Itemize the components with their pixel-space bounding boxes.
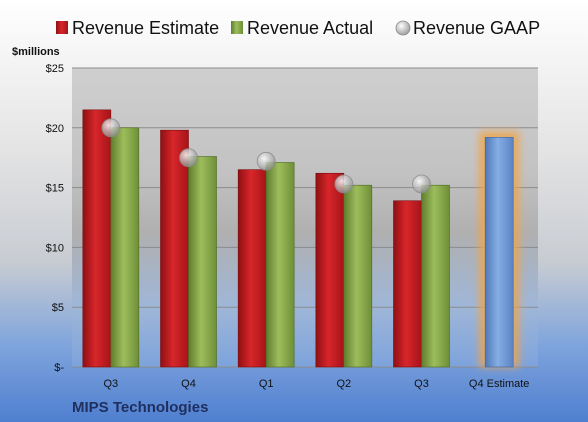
plot-area xyxy=(72,68,538,367)
x-tick-label: Q2 xyxy=(336,378,351,390)
y-axis-unit-label: $millions xyxy=(12,46,60,58)
y-axis-ticks: $- $5 $10 $15 $20 $25 xyxy=(46,63,65,374)
bar-revenue-actual xyxy=(421,184,450,368)
x-tick-label: Q3 xyxy=(103,378,118,390)
y-tick-label: $20 xyxy=(46,123,64,135)
bars xyxy=(82,109,514,368)
bar-revenue-actual xyxy=(343,184,373,368)
x-tick-label: Q3 xyxy=(414,378,429,390)
x-tick-label: Q4 xyxy=(181,378,196,390)
marker-revenue-gaap xyxy=(101,118,121,138)
bar-revenue-estimate xyxy=(315,172,345,368)
x-tick-label: Q1 xyxy=(259,378,274,390)
y-tick-label: $25 xyxy=(46,63,64,75)
y-tick-label: $5 xyxy=(52,302,64,314)
bar-revenue-estimate xyxy=(82,109,112,368)
y-tick-label: $15 xyxy=(46,183,64,195)
gaap-markers xyxy=(101,118,431,194)
legend-label: Revenue GAAP xyxy=(413,18,540,38)
y-tick-label: $10 xyxy=(46,242,64,254)
marker-revenue-gaap xyxy=(334,174,354,194)
legend-swatch xyxy=(395,20,411,36)
y-tick-label: $- xyxy=(54,362,64,374)
x-tick-label: Q4 Estimate xyxy=(469,378,530,390)
legend-swatch xyxy=(231,21,243,34)
bar-revenue-estimate xyxy=(237,169,267,368)
legend-swatch xyxy=(56,21,68,34)
bar-revenue-actual xyxy=(110,127,140,368)
bar-revenue-estimate-forecast xyxy=(484,137,514,368)
company-name: MIPS Technologies xyxy=(72,399,208,416)
x-axis-ticks: Q3 Q4 Q1 Q2 Q3 Q4 Estimate xyxy=(103,378,529,390)
gridlines xyxy=(72,67,538,368)
legend-label: Revenue Estimate xyxy=(72,18,219,38)
bar-revenue-estimate xyxy=(393,200,422,368)
legend: Revenue Estimate Revenue Actual Revenue GA… xyxy=(56,18,540,38)
marker-revenue-gaap xyxy=(179,148,198,168)
legend-label: Revenue Actual xyxy=(247,18,373,38)
marker-revenue-gaap xyxy=(412,174,431,194)
bar-revenue-actual xyxy=(265,162,295,368)
bar-revenue-estimate xyxy=(160,129,189,368)
bar-revenue-actual xyxy=(188,156,217,368)
marker-revenue-gaap xyxy=(256,151,276,171)
